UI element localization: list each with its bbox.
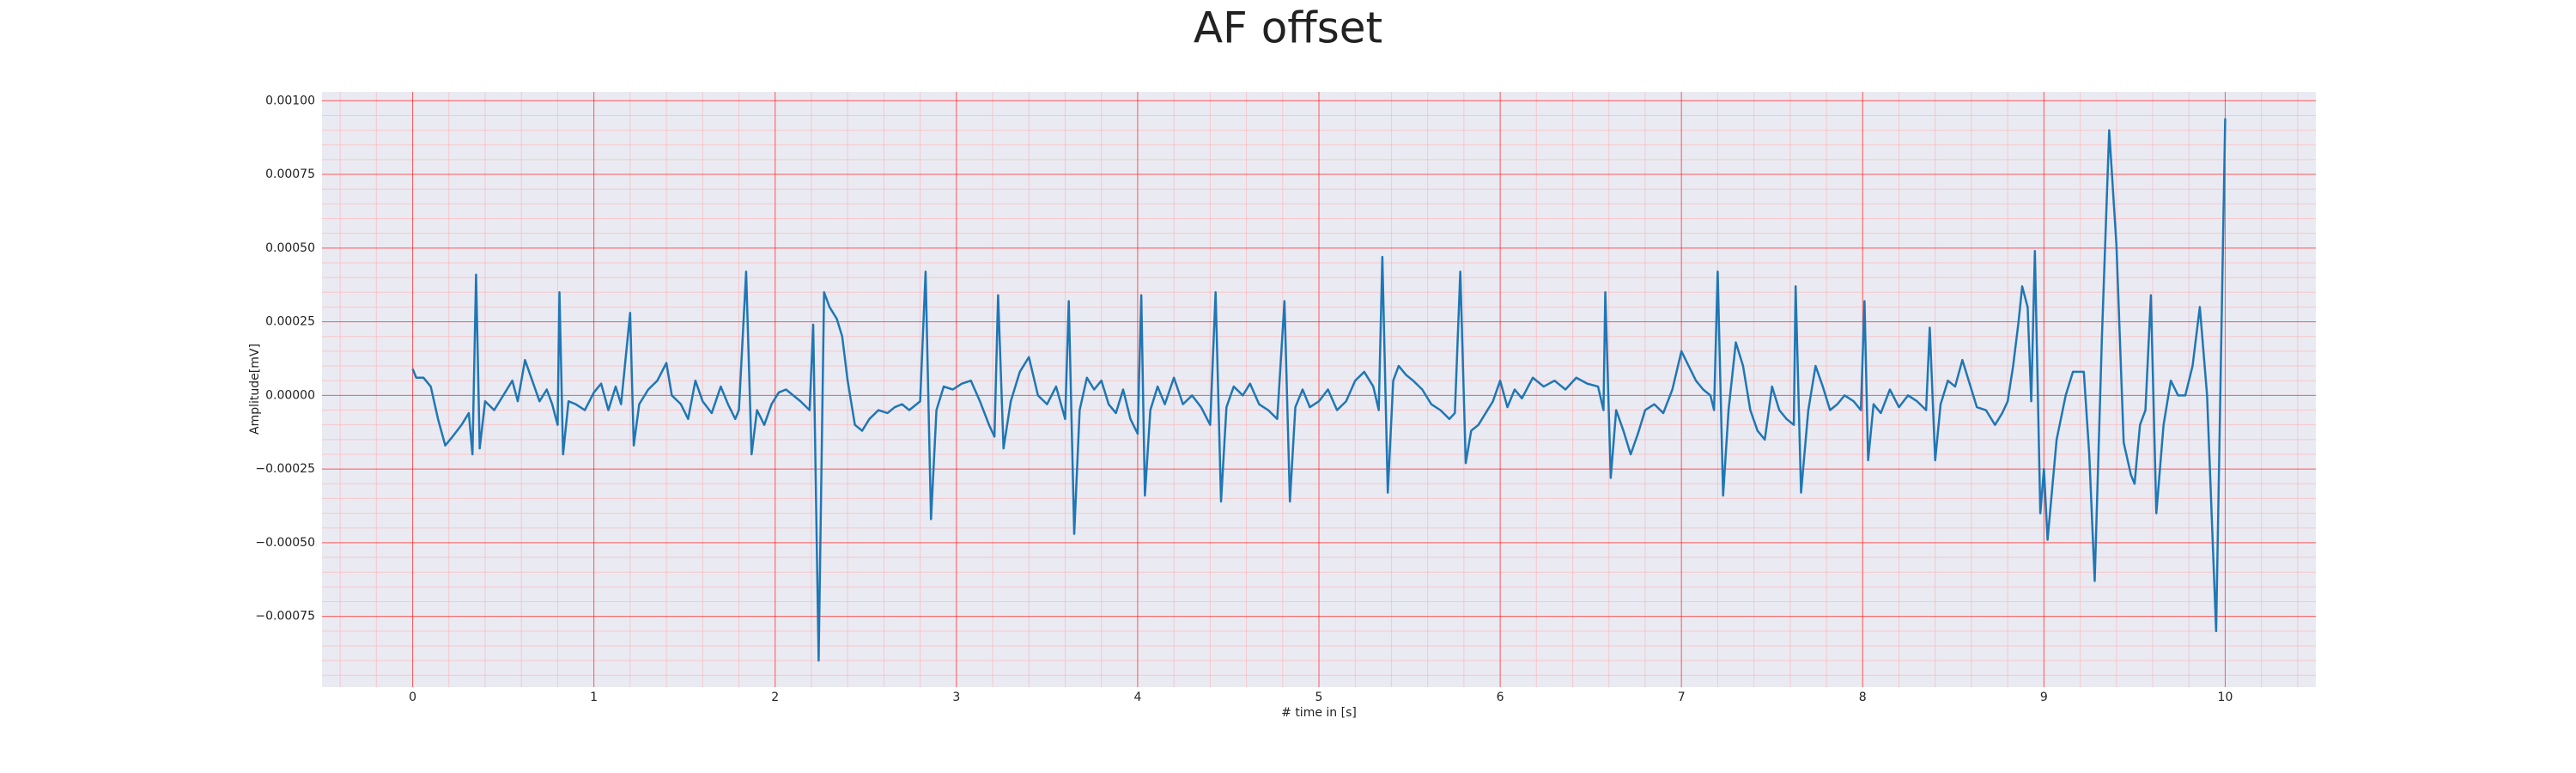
- x-tick-label: 7: [1678, 691, 1686, 704]
- y-tick-label: 0.00100: [265, 94, 315, 107]
- x-tick-label: 4: [1133, 691, 1141, 704]
- y-axis-label: Amplitude[mV]: [248, 344, 262, 435]
- y-tick-label: 0.00025: [265, 315, 315, 329]
- y-tick-label: 0.00075: [265, 167, 315, 181]
- y-tick-label: −0.00075: [255, 610, 315, 624]
- y-tick-label: −0.00025: [255, 462, 315, 476]
- data-line: [411, 118, 2227, 662]
- x-tick-label: 10: [2218, 691, 2233, 704]
- x-tick-label: 5: [1315, 691, 1323, 704]
- x-tick-label: 3: [952, 691, 960, 704]
- x-tick-label: 0: [409, 691, 416, 704]
- x-axis-label: # time in [s]: [1281, 706, 1357, 720]
- chart-title: AF offset: [1194, 3, 1382, 53]
- x-tick-label: 1: [590, 691, 598, 704]
- x-tick-label: 2: [771, 691, 779, 704]
- x-tick-label: 8: [1859, 691, 1867, 704]
- y-tick-label: 0.00050: [265, 241, 315, 255]
- y-tick-label: 0.00000: [265, 388, 315, 402]
- x-tick-label: 6: [1497, 691, 1504, 704]
- y-tick-label: −0.00050: [255, 536, 315, 550]
- x-tick-label: 9: [2040, 691, 2048, 704]
